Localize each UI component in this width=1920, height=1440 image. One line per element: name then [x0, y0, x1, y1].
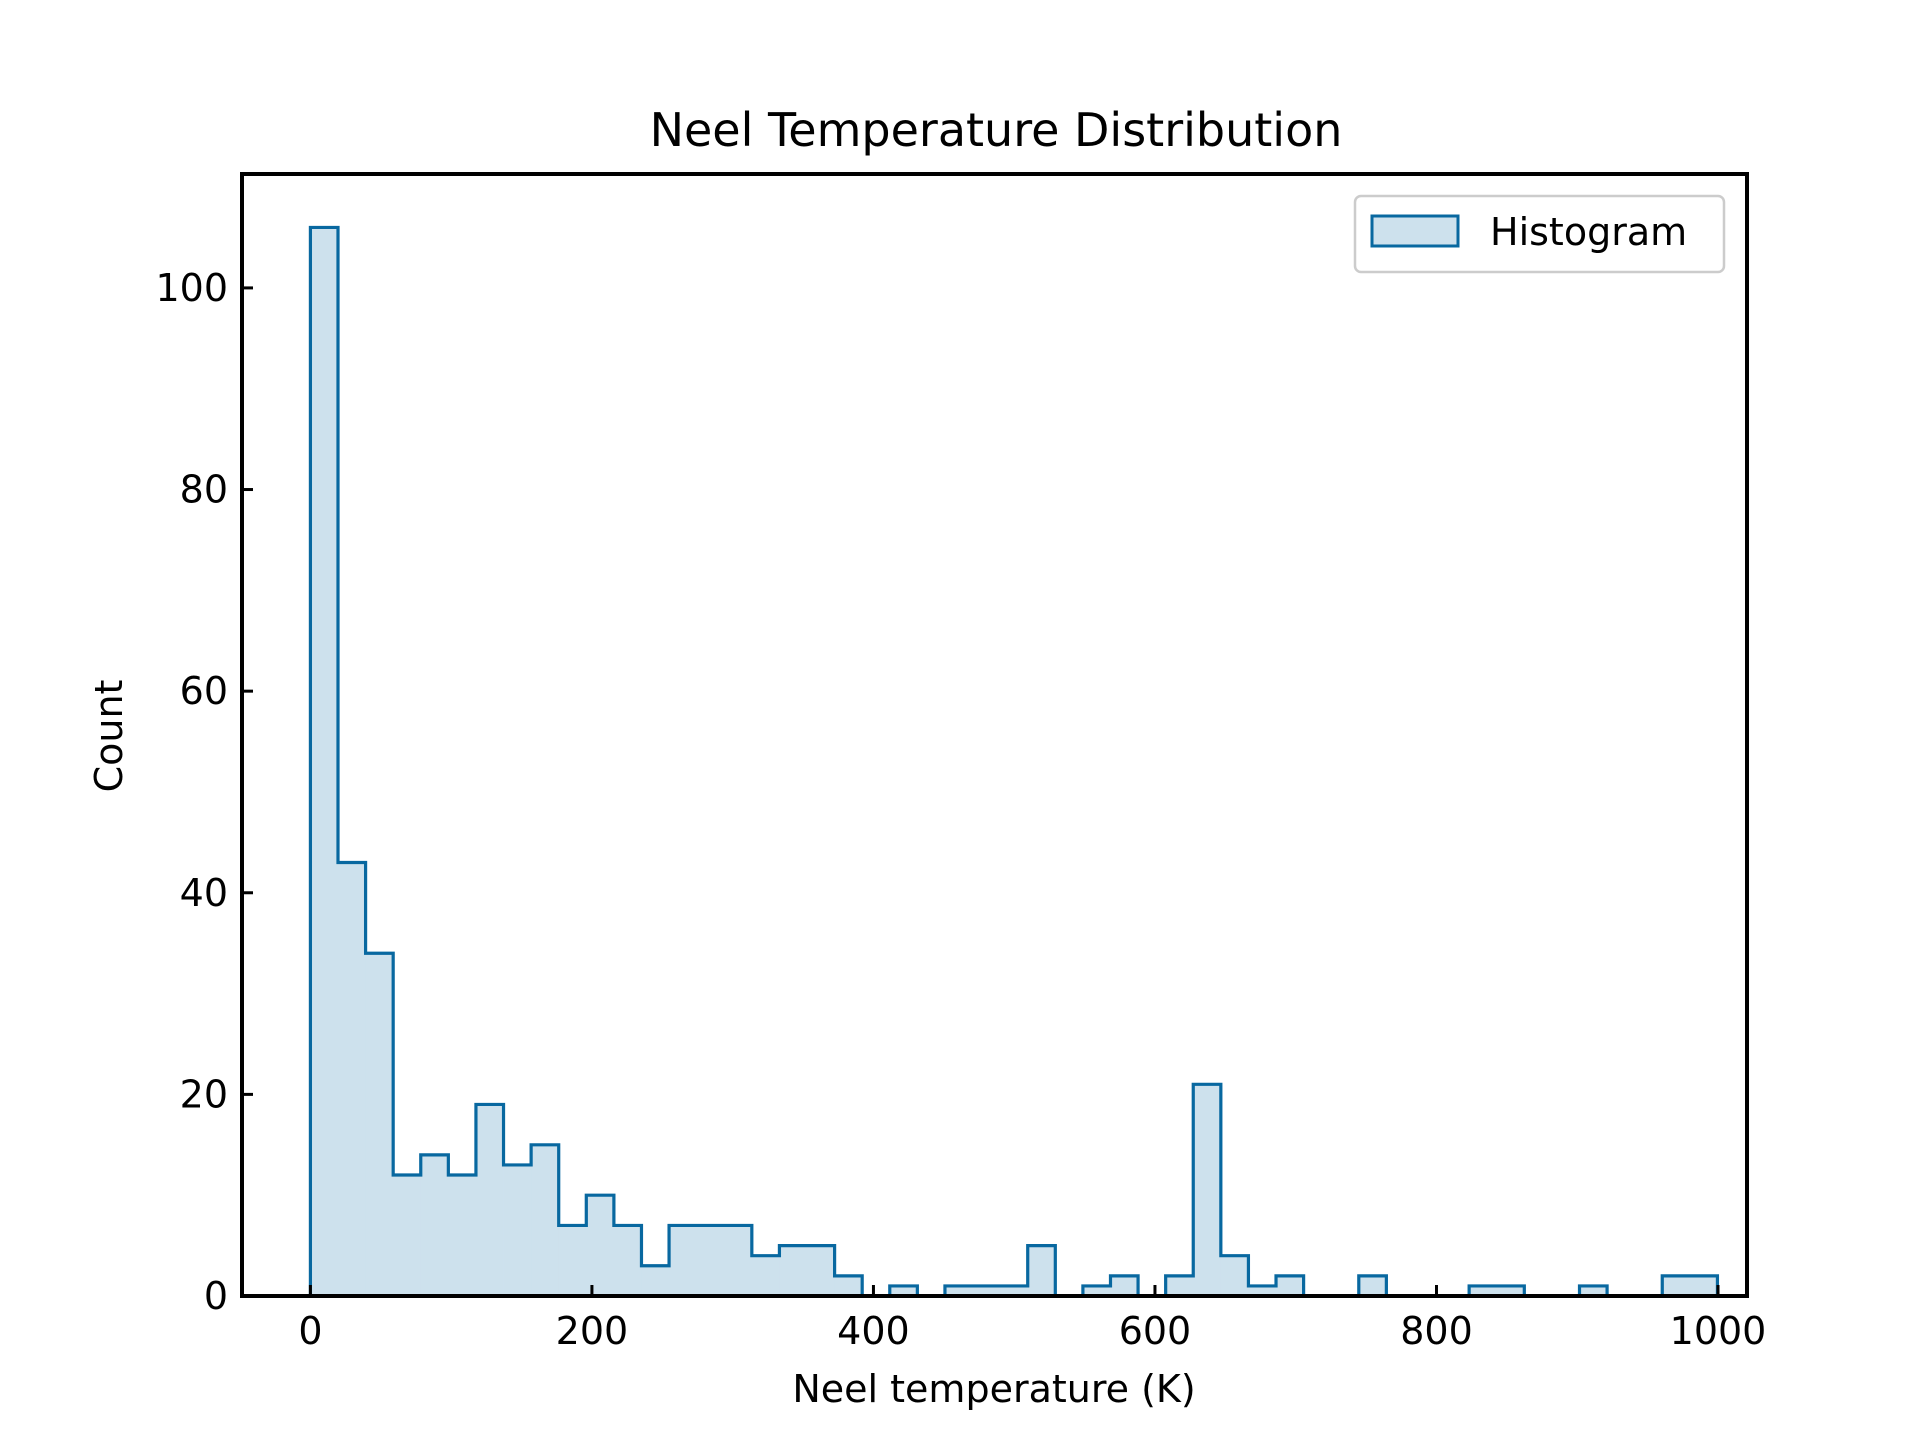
histogram-bar [1358, 1275, 1387, 1296]
y-axis-ticks: 0 20 40 60 80 100 [155, 266, 253, 1318]
histogram-bar [558, 1225, 587, 1296]
histogram-bar [751, 1255, 780, 1296]
histogram-bar [1110, 1275, 1139, 1296]
histogram-bar [338, 862, 366, 1296]
histogram-bar [1082, 1285, 1111, 1296]
histogram-bar [475, 1104, 504, 1296]
histogram-bar [613, 1225, 642, 1296]
histogram-bar [696, 1225, 725, 1296]
x-tick-label: 0 [298, 1309, 322, 1353]
y-tick-label: 0 [204, 1274, 228, 1318]
legend-label: Histogram [1490, 210, 1687, 254]
histogram-bar [889, 1285, 918, 1296]
x-axis-label: Neel temperature (K) [792, 1367, 1195, 1411]
y-tick-label: 20 [180, 1072, 228, 1116]
histogram-bar [393, 1175, 422, 1296]
chart-title: Neel Temperature Distribution [650, 103, 1343, 157]
histogram-bar [1469, 1285, 1498, 1296]
histogram-bar [669, 1225, 698, 1296]
x-tick-label: 600 [1119, 1309, 1192, 1353]
histogram-bar [586, 1195, 615, 1296]
legend-swatch [1370, 214, 1460, 248]
histogram-bar [972, 1285, 1001, 1296]
y-tick-label: 40 [180, 871, 228, 915]
x-axis-ticks: 0 200 400 600 800 1000 [298, 1285, 1766, 1353]
histogram-bar [448, 1175, 477, 1296]
histogram-bar [1220, 1255, 1249, 1296]
y-axis-label: Count [87, 680, 131, 793]
histogram-bar [1689, 1275, 1718, 1296]
y-tick-label: 80 [180, 468, 228, 512]
histogram-bar [1027, 1245, 1056, 1296]
x-tick-label: 1000 [1670, 1309, 1767, 1353]
histogram-bar [724, 1225, 753, 1296]
x-tick-label: 400 [837, 1309, 910, 1353]
histogram-bar [365, 953, 394, 1296]
histogram-bar [1496, 1285, 1525, 1296]
x-tick-label: 800 [1400, 1309, 1473, 1353]
histogram-bar [1193, 1084, 1222, 1296]
histogram-bar [944, 1285, 973, 1296]
histogram-bar [531, 1144, 560, 1296]
histogram-bar [779, 1245, 808, 1296]
histogram-bar [641, 1265, 670, 1296]
plot-area [308, 225, 1720, 1298]
legend: Histogram [1353, 194, 1726, 274]
histogram-bar [1000, 1285, 1029, 1296]
histogram-bar [834, 1275, 863, 1296]
histogram-bar [1248, 1285, 1277, 1296]
histogram-bar [1579, 1285, 1608, 1296]
histogram-bar [1662, 1275, 1691, 1296]
histogram-bar [807, 1245, 835, 1296]
x-tick-label: 200 [556, 1309, 629, 1353]
histogram-bar [310, 227, 339, 1297]
histogram-bar [1165, 1275, 1194, 1296]
y-tick-label: 100 [155, 266, 228, 310]
histogram-bar [503, 1164, 532, 1296]
histogram-bar [420, 1154, 449, 1296]
axes-frame [240, 172, 1749, 1298]
y-tick-label: 60 [180, 669, 228, 713]
histogram-bar [1276, 1275, 1305, 1296]
